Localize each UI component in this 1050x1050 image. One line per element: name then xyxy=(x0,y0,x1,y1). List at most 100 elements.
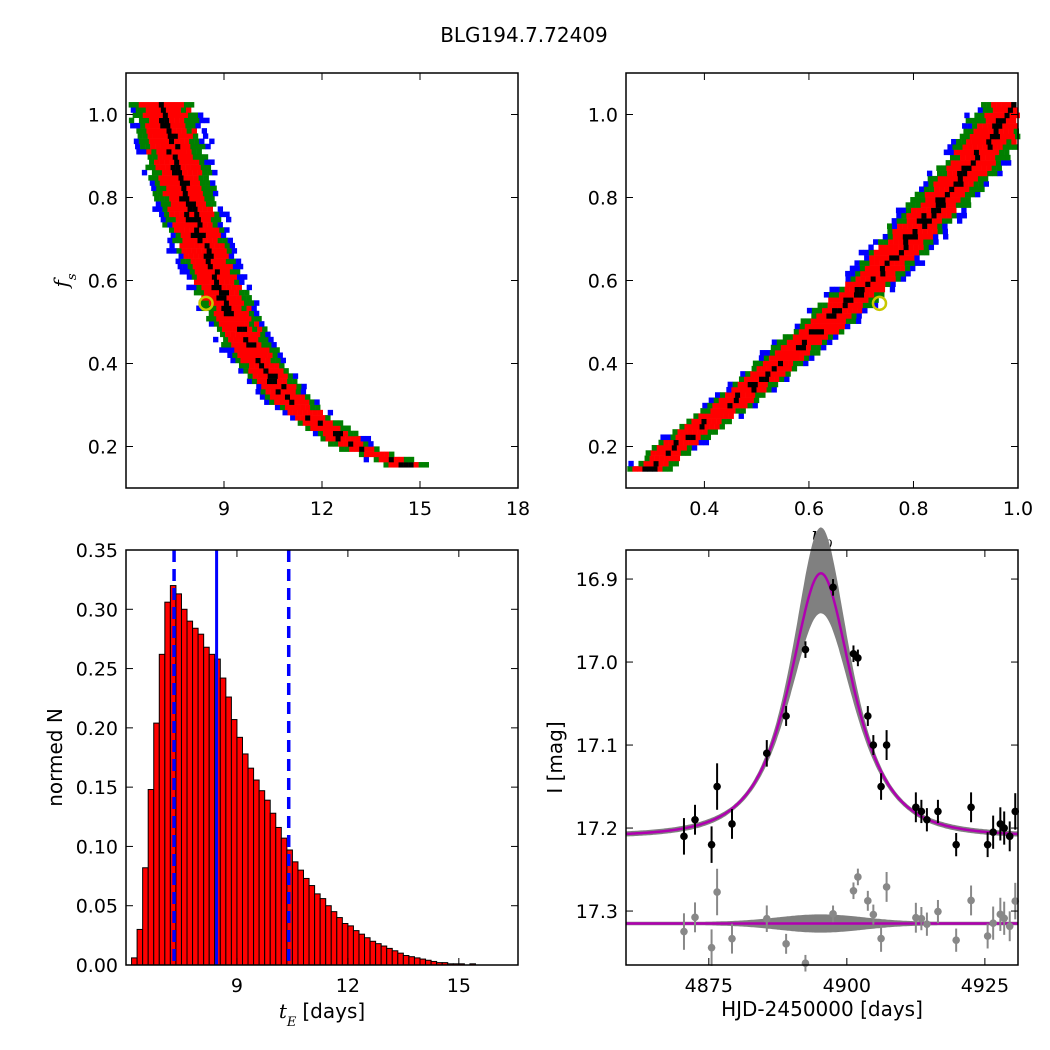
tE-fs-cell xyxy=(193,289,200,296)
tE-fs-cell xyxy=(170,164,176,171)
u0-fs-cell xyxy=(868,244,874,251)
u0-fs-cell xyxy=(1011,102,1017,108)
tE-fs-cell xyxy=(177,154,184,160)
u0-fs-cell xyxy=(982,123,988,129)
u0-fs-cell xyxy=(934,191,941,198)
u0-fs-cell xyxy=(699,423,705,430)
u0-fs-cell xyxy=(764,350,771,356)
u0-fs-cell xyxy=(947,170,953,177)
u0-fs-cell xyxy=(1004,133,1011,140)
u0-fs-cell xyxy=(898,244,904,251)
hist-bar xyxy=(397,952,404,966)
hist-bar xyxy=(319,898,327,966)
u0-fs-cell xyxy=(974,133,981,140)
u0-fs-cell xyxy=(719,423,725,430)
u0-fs-cell xyxy=(954,186,960,193)
tE-fs-cell xyxy=(163,175,169,181)
tE-fs-cell xyxy=(211,185,217,192)
tE-fs-cell xyxy=(205,164,212,171)
tE-fs-cell xyxy=(164,117,170,124)
data-point xyxy=(882,741,891,749)
tE-fs-cell xyxy=(191,185,197,192)
u0-fs-cell xyxy=(648,460,654,467)
lc-ytick-label: 17.2 xyxy=(576,818,618,840)
u0-fs-cell xyxy=(845,276,851,282)
u0-fs-cell xyxy=(792,334,799,340)
u0-fs-cell xyxy=(898,249,905,256)
tE-fs-cell xyxy=(191,284,197,291)
u0-fs-cell xyxy=(982,170,988,177)
u0-fs-cell xyxy=(848,292,855,298)
u0-fs-cell xyxy=(999,133,1006,140)
tE-fs-cell xyxy=(186,284,192,291)
tE-fs-cell xyxy=(340,435,346,442)
tE-fs-cell xyxy=(248,368,254,374)
tE-fs-cell xyxy=(202,169,208,176)
tE-fs-cell xyxy=(170,232,176,238)
tE-fs-cell xyxy=(166,149,172,155)
u0-fs-cell xyxy=(855,281,861,288)
tE-fs-cell xyxy=(227,237,233,244)
tE-fs-cell xyxy=(160,201,167,207)
tE-fs-cell xyxy=(218,321,225,327)
tE-fs-ylabel-sub: s xyxy=(65,273,80,280)
u0-fs-cell xyxy=(981,165,987,171)
tE-fs-cell xyxy=(232,263,239,270)
u0-fs-cell xyxy=(990,154,996,161)
tE-fs-cell xyxy=(135,143,141,150)
u0-fs-cell xyxy=(967,170,973,177)
u0-fs-cell xyxy=(999,112,1005,119)
tE-fs-cell xyxy=(213,289,220,296)
u0-fs-cell xyxy=(984,133,991,140)
tE-fs-cell xyxy=(145,107,152,113)
tE-fs-cell xyxy=(130,107,137,113)
u0-fs-cell xyxy=(978,149,985,156)
tE-fs-cell xyxy=(158,102,165,108)
u0-fs-cell xyxy=(914,255,920,261)
tE-fs-cell xyxy=(157,206,163,212)
u0-fs-cell xyxy=(875,276,881,282)
tE-fs-cell xyxy=(163,138,170,145)
tE-fs-cell xyxy=(142,133,148,139)
tE-fs-cell xyxy=(169,159,175,165)
tE-fs-cell xyxy=(137,112,144,119)
tE-fs-cell xyxy=(162,190,169,197)
u0-fs-cell xyxy=(908,239,914,245)
u0-fs-cell xyxy=(977,170,983,177)
tE-fs-cell xyxy=(177,112,184,119)
u0-fs-cell xyxy=(997,170,1003,177)
tE-fs-cell xyxy=(263,368,269,374)
tE-fs-cell xyxy=(327,420,334,426)
tE-fs-cell xyxy=(201,274,208,280)
tE-fs-cell xyxy=(241,305,247,312)
tE-fs-cell xyxy=(229,347,235,353)
u0-fs-cell xyxy=(983,128,989,135)
u0-fs-cell xyxy=(924,186,930,193)
u0-fs-cell xyxy=(991,138,997,145)
u0-fs-cell xyxy=(984,112,990,119)
u0-fs-cell xyxy=(649,455,655,462)
u0-fs-cell xyxy=(810,344,817,351)
u0-fs-cell xyxy=(919,186,925,193)
tE-fs-cell xyxy=(247,373,253,379)
u0-fs-cell xyxy=(783,360,789,367)
u0-fs-cell xyxy=(1014,112,1020,119)
tE-fs-cell xyxy=(244,300,250,306)
u0-fs-cell xyxy=(990,117,997,124)
tE-fs-cell xyxy=(165,164,171,171)
tE-fs-cell xyxy=(325,425,331,432)
tE-fs-cell xyxy=(210,180,216,186)
u0-fs-cell xyxy=(715,408,721,414)
u0-fs-cell xyxy=(764,376,770,383)
u0-fs-cell xyxy=(833,297,839,303)
u0-fs-cell xyxy=(983,181,989,187)
u0-fs-cell xyxy=(691,445,698,451)
residual-point xyxy=(801,959,810,968)
u0-fs-cell xyxy=(718,413,724,419)
tE-fs-cell xyxy=(181,149,187,155)
u0-fs-cell xyxy=(979,133,986,140)
u0-fs-cell xyxy=(705,408,711,414)
hist-bar xyxy=(142,867,149,966)
tE-fs-cell xyxy=(310,404,316,411)
u0-fs-cell xyxy=(965,160,972,166)
